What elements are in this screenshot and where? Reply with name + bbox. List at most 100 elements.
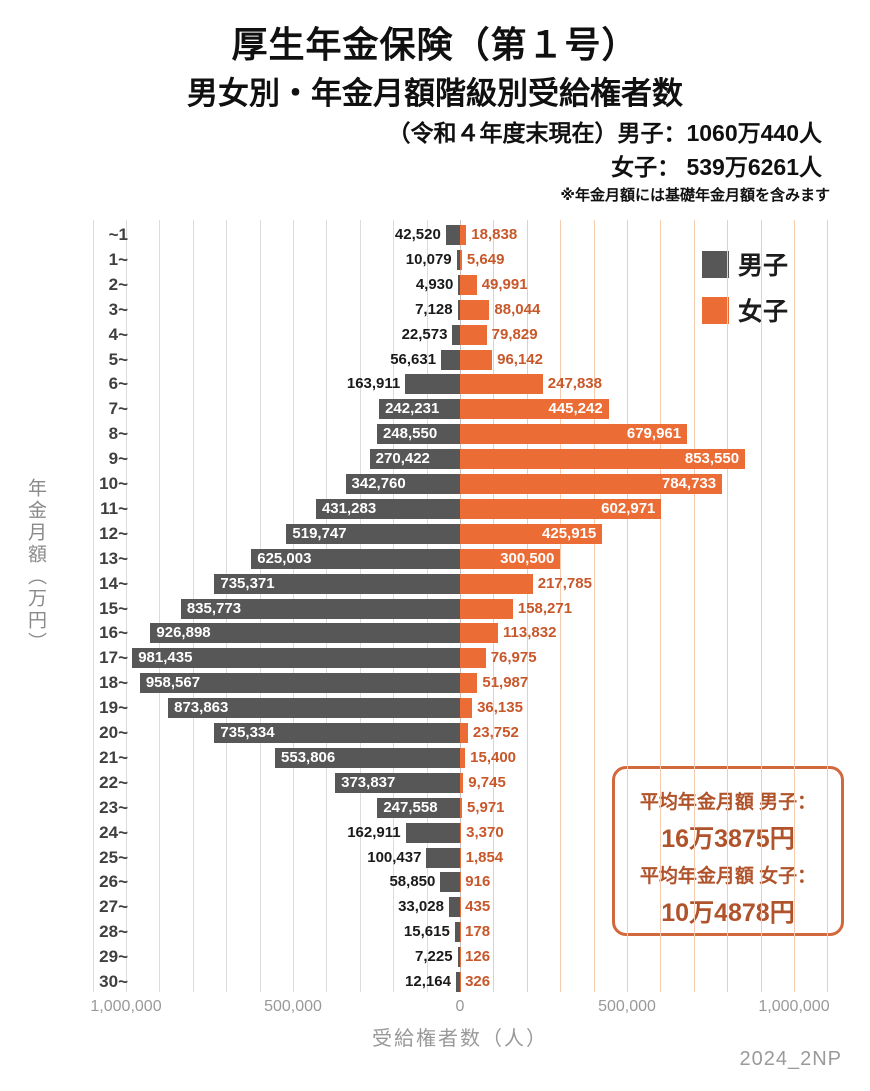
category-label: 14~: [99, 573, 128, 593]
male-bar: [168, 698, 460, 719]
female-value-label: 435: [465, 898, 491, 916]
male-bar: [445, 225, 460, 245]
male-bar: [458, 274, 460, 295]
female-bar: [460, 698, 473, 719]
category-label: 4~: [108, 324, 128, 344]
female-bar: [460, 847, 461, 868]
gridline: [526, 220, 528, 992]
female-bar: [460, 399, 609, 420]
male-bar: [376, 424, 460, 445]
x-tick-label: 1,000,000: [90, 998, 162, 1015]
female-bar: [460, 747, 466, 768]
male-bar: [150, 623, 460, 644]
female-value-label: 51,987: [482, 674, 529, 692]
female-bar: [460, 374, 543, 395]
category-label: 8~: [108, 424, 128, 444]
male-bar: [369, 449, 460, 470]
male-bar: [345, 474, 460, 494]
female-bar: [460, 299, 490, 320]
female-bar: [460, 872, 461, 893]
category-label: ~1: [108, 225, 128, 244]
category-label: 30~: [99, 972, 128, 991]
female-bar: [460, 598, 513, 619]
male-bar: [275, 747, 460, 768]
gridline: [660, 220, 662, 992]
female-bar: [460, 897, 461, 918]
chart-subtitle: 男女別・年金月額階級別受給権者数: [187, 76, 683, 111]
category-label: 2~: [108, 274, 128, 294]
female-value-label: 49,991: [481, 275, 528, 293]
category-label: 7~: [108, 399, 128, 419]
female-value-label: 247,838: [547, 375, 602, 393]
female-value-label: 158,271: [517, 599, 573, 617]
female-bar: [460, 573, 533, 594]
total-female: 女子： 539万6261人: [611, 154, 822, 180]
female-value-label: 5,649: [466, 250, 505, 268]
female-value-label: 916: [465, 873, 491, 891]
legend-label-male: 男子: [738, 252, 789, 280]
male-bar: [440, 872, 460, 893]
female-bar: [460, 797, 462, 818]
male-bar: [251, 548, 460, 569]
male-value-label: 553,806: [281, 748, 336, 766]
male-bar: [379, 399, 460, 420]
female-value-label: 217,785: [537, 574, 592, 592]
female-value-label: 178: [465, 923, 491, 941]
male-value-label: 42,520: [394, 226, 441, 243]
female-bar: [460, 449, 746, 470]
male-bar: [426, 847, 460, 868]
legend: 男子 女子: [702, 246, 788, 338]
female-value-label: 79,829: [491, 325, 538, 343]
category-label: 1~: [108, 249, 128, 269]
legend-label-female: 女子: [738, 298, 789, 326]
x-tick-label: 1,000,000: [758, 998, 830, 1015]
gridline: [794, 220, 795, 992]
male-value-label: 58,850: [389, 873, 436, 891]
x-tick-label: 500,000: [264, 998, 322, 1015]
gridline: [92, 220, 94, 992]
female-value-label: 36,135: [477, 699, 523, 717]
female-bar: [460, 922, 461, 943]
x-tick-label: 0: [455, 998, 465, 1015]
male-value-label: 519,747: [292, 524, 347, 542]
category-label: 25~: [99, 847, 128, 867]
male-value-label: 270,422: [375, 450, 430, 468]
male-value-label: 56,631: [390, 350, 437, 368]
female-bar: [460, 274, 477, 295]
female-bar: [460, 349, 493, 370]
category-label: 3~: [108, 299, 128, 319]
male-bar: [441, 349, 460, 370]
female-value-label: 784,733: [661, 475, 717, 492]
category-label: 20~: [99, 723, 128, 742]
male-bar: [454, 922, 460, 943]
female-bar: [460, 498, 662, 519]
female-value-label: 96,142: [497, 350, 543, 368]
female-bar: [460, 548, 561, 569]
male-bar: [315, 498, 460, 519]
category-label: 10~: [99, 474, 128, 493]
watermark: 2024_2NP: [739, 1048, 842, 1070]
male-bar: [452, 324, 460, 345]
male-value-label: 248,550: [382, 425, 438, 443]
male-value-label: 22,573: [401, 325, 448, 343]
category-label: 23~: [99, 797, 128, 817]
male-bar: [132, 648, 460, 669]
category-label: 11~: [100, 498, 128, 518]
male-value-label: 926,898: [156, 624, 211, 642]
female-value-label: 113,832: [503, 624, 557, 642]
male-value-label: 431,283: [321, 499, 377, 517]
gridline: [126, 220, 127, 992]
male-bar: [335, 772, 460, 793]
female-value-label: 76,975: [490, 649, 537, 667]
male-bar: [286, 523, 460, 544]
female-bar: [460, 772, 464, 793]
x-tick-label: 500,000: [598, 998, 656, 1015]
gridline: [560, 220, 562, 992]
female-bar: [460, 523, 603, 544]
y-axis-title: 年金月額（万円）: [25, 478, 46, 654]
female-value-label: 1,854: [465, 848, 504, 866]
male-value-label: 162,911: [347, 823, 401, 841]
male-value-label: 100,437: [367, 848, 422, 866]
female-value-label: 300,500: [500, 549, 555, 567]
gridline: [827, 220, 829, 992]
